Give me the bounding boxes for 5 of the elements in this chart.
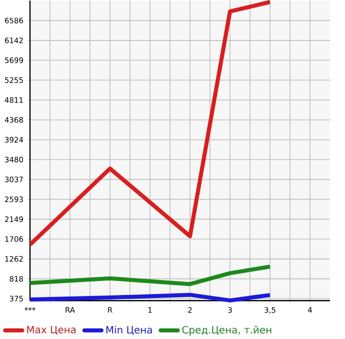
line-series bbox=[28, 264, 272, 286]
legend-label: Min Цена bbox=[106, 326, 152, 336]
line-series bbox=[28, 0, 272, 247]
legend-label: Max Цена bbox=[27, 326, 76, 335]
legend-label: Сред.Цена, т.йен bbox=[182, 326, 272, 336]
